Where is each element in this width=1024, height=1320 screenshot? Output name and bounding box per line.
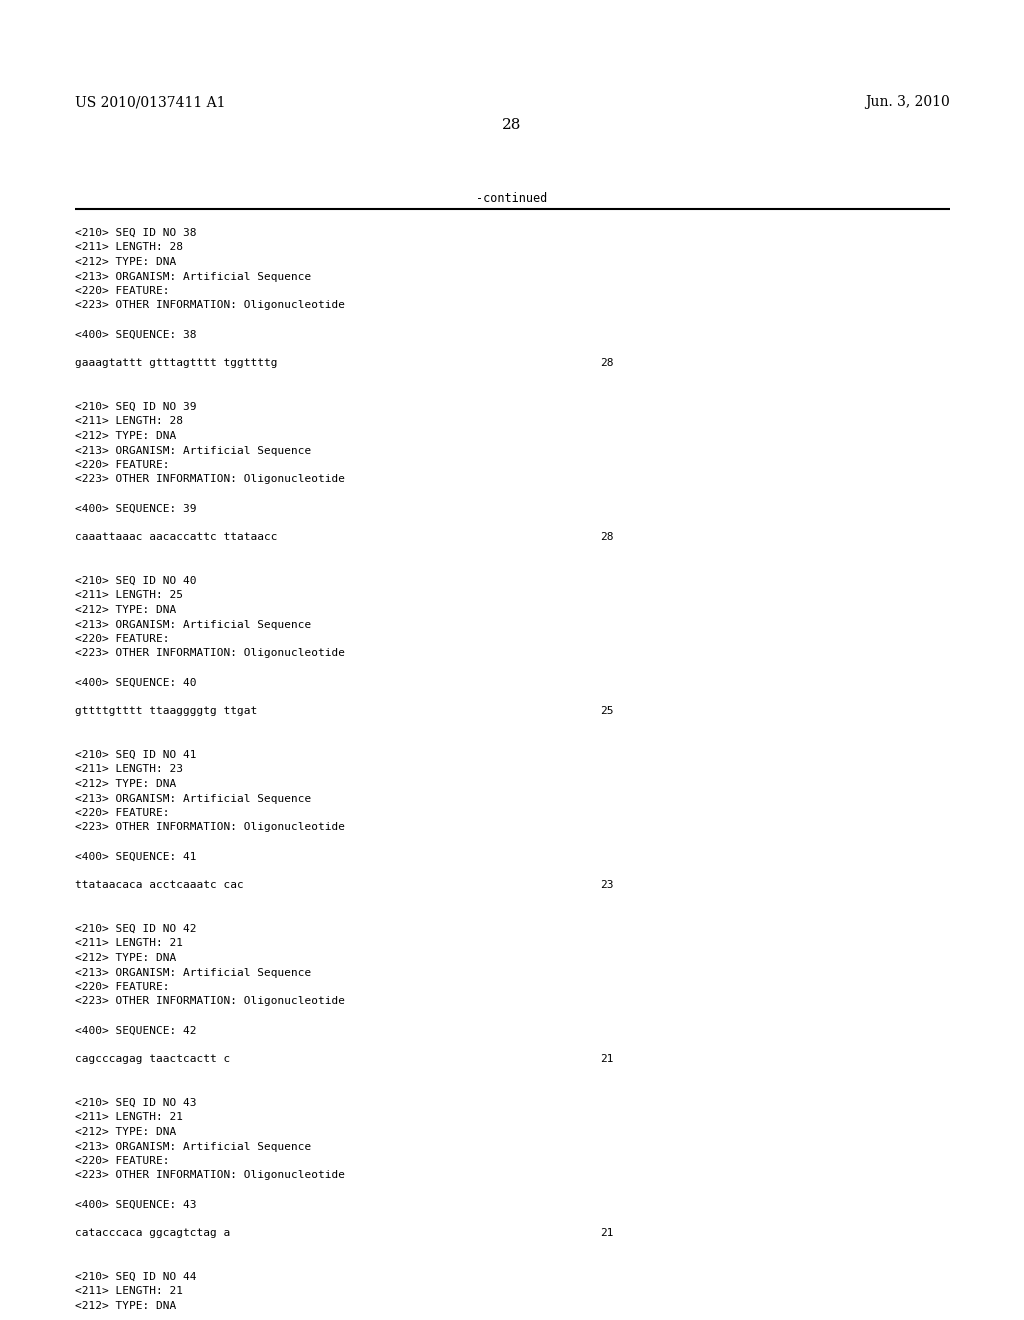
Text: 21: 21: [600, 1055, 613, 1064]
Text: <211> LENGTH: 23: <211> LENGTH: 23: [75, 764, 183, 775]
Text: <223> OTHER INFORMATION: Oligonucleotide: <223> OTHER INFORMATION: Oligonucleotide: [75, 474, 345, 484]
Text: -continued: -continued: [476, 191, 548, 205]
Text: 28: 28: [600, 532, 613, 543]
Text: 28: 28: [503, 117, 521, 132]
Text: US 2010/0137411 A1: US 2010/0137411 A1: [75, 95, 225, 110]
Text: <211> LENGTH: 21: <211> LENGTH: 21: [75, 939, 183, 949]
Text: Jun. 3, 2010: Jun. 3, 2010: [865, 95, 950, 110]
Text: <213> ORGANISM: Artificial Sequence: <213> ORGANISM: Artificial Sequence: [75, 446, 311, 455]
Text: ttataacaca acctcaaatc cac: ttataacaca acctcaaatc cac: [75, 880, 244, 891]
Text: <220> FEATURE:: <220> FEATURE:: [75, 634, 170, 644]
Text: <210> SEQ ID NO 40: <210> SEQ ID NO 40: [75, 576, 197, 586]
Text: <220> FEATURE:: <220> FEATURE:: [75, 1156, 170, 1166]
Text: <212> TYPE: DNA: <212> TYPE: DNA: [75, 1302, 176, 1311]
Text: <210> SEQ ID NO 41: <210> SEQ ID NO 41: [75, 750, 197, 760]
Text: 25: 25: [600, 706, 613, 717]
Text: <211> LENGTH: 25: <211> LENGTH: 25: [75, 590, 183, 601]
Text: 28: 28: [600, 359, 613, 368]
Text: <400> SEQUENCE: 39: <400> SEQUENCE: 39: [75, 503, 197, 513]
Text: <213> ORGANISM: Artificial Sequence: <213> ORGANISM: Artificial Sequence: [75, 793, 311, 804]
Text: <213> ORGANISM: Artificial Sequence: <213> ORGANISM: Artificial Sequence: [75, 1142, 311, 1151]
Text: <223> OTHER INFORMATION: Oligonucleotide: <223> OTHER INFORMATION: Oligonucleotide: [75, 1171, 345, 1180]
Text: 23: 23: [600, 880, 613, 891]
Text: <212> TYPE: DNA: <212> TYPE: DNA: [75, 605, 176, 615]
Text: <213> ORGANISM: Artificial Sequence: <213> ORGANISM: Artificial Sequence: [75, 968, 311, 978]
Text: <400> SEQUENCE: 41: <400> SEQUENCE: 41: [75, 851, 197, 862]
Text: <212> TYPE: DNA: <212> TYPE: DNA: [75, 953, 176, 964]
Text: <212> TYPE: DNA: <212> TYPE: DNA: [75, 1127, 176, 1137]
Text: <213> ORGANISM: Artificial Sequence: <213> ORGANISM: Artificial Sequence: [75, 619, 311, 630]
Text: <210> SEQ ID NO 44: <210> SEQ ID NO 44: [75, 1272, 197, 1282]
Text: gaaagtattt gtttagtttt tggttttg: gaaagtattt gtttagtttt tggttttg: [75, 359, 278, 368]
Text: <213> ORGANISM: Artificial Sequence: <213> ORGANISM: Artificial Sequence: [75, 272, 311, 281]
Text: <223> OTHER INFORMATION: Oligonucleotide: <223> OTHER INFORMATION: Oligonucleotide: [75, 822, 345, 833]
Text: <223> OTHER INFORMATION: Oligonucleotide: <223> OTHER INFORMATION: Oligonucleotide: [75, 301, 345, 310]
Text: gttttgtttt ttaaggggtg ttgat: gttttgtttt ttaaggggtg ttgat: [75, 706, 257, 717]
Text: <400> SEQUENCE: 42: <400> SEQUENCE: 42: [75, 1026, 197, 1035]
Text: catacccaca ggcagtctag a: catacccaca ggcagtctag a: [75, 1229, 230, 1238]
Text: <210> SEQ ID NO 43: <210> SEQ ID NO 43: [75, 1098, 197, 1107]
Text: <211> LENGTH: 28: <211> LENGTH: 28: [75, 243, 183, 252]
Text: <210> SEQ ID NO 38: <210> SEQ ID NO 38: [75, 228, 197, 238]
Text: <220> FEATURE:: <220> FEATURE:: [75, 808, 170, 818]
Text: <212> TYPE: DNA: <212> TYPE: DNA: [75, 432, 176, 441]
Text: <220> FEATURE:: <220> FEATURE:: [75, 459, 170, 470]
Text: <211> LENGTH: 28: <211> LENGTH: 28: [75, 417, 183, 426]
Text: <210> SEQ ID NO 39: <210> SEQ ID NO 39: [75, 403, 197, 412]
Text: <223> OTHER INFORMATION: Oligonucleotide: <223> OTHER INFORMATION: Oligonucleotide: [75, 648, 345, 659]
Text: <212> TYPE: DNA: <212> TYPE: DNA: [75, 257, 176, 267]
Text: <400> SEQUENCE: 40: <400> SEQUENCE: 40: [75, 677, 197, 688]
Text: 21: 21: [600, 1229, 613, 1238]
Text: <210> SEQ ID NO 42: <210> SEQ ID NO 42: [75, 924, 197, 935]
Text: <223> OTHER INFORMATION: Oligonucleotide: <223> OTHER INFORMATION: Oligonucleotide: [75, 997, 345, 1006]
Text: <211> LENGTH: 21: <211> LENGTH: 21: [75, 1113, 183, 1122]
Text: cagcccagag taactcactt c: cagcccagag taactcactt c: [75, 1055, 230, 1064]
Text: <220> FEATURE:: <220> FEATURE:: [75, 286, 170, 296]
Text: <212> TYPE: DNA: <212> TYPE: DNA: [75, 779, 176, 789]
Text: <211> LENGTH: 21: <211> LENGTH: 21: [75, 1287, 183, 1296]
Text: <400> SEQUENCE: 43: <400> SEQUENCE: 43: [75, 1200, 197, 1209]
Text: caaattaaac aacaccattc ttataacc: caaattaaac aacaccattc ttataacc: [75, 532, 278, 543]
Text: <220> FEATURE:: <220> FEATURE:: [75, 982, 170, 993]
Text: <400> SEQUENCE: 38: <400> SEQUENCE: 38: [75, 330, 197, 339]
